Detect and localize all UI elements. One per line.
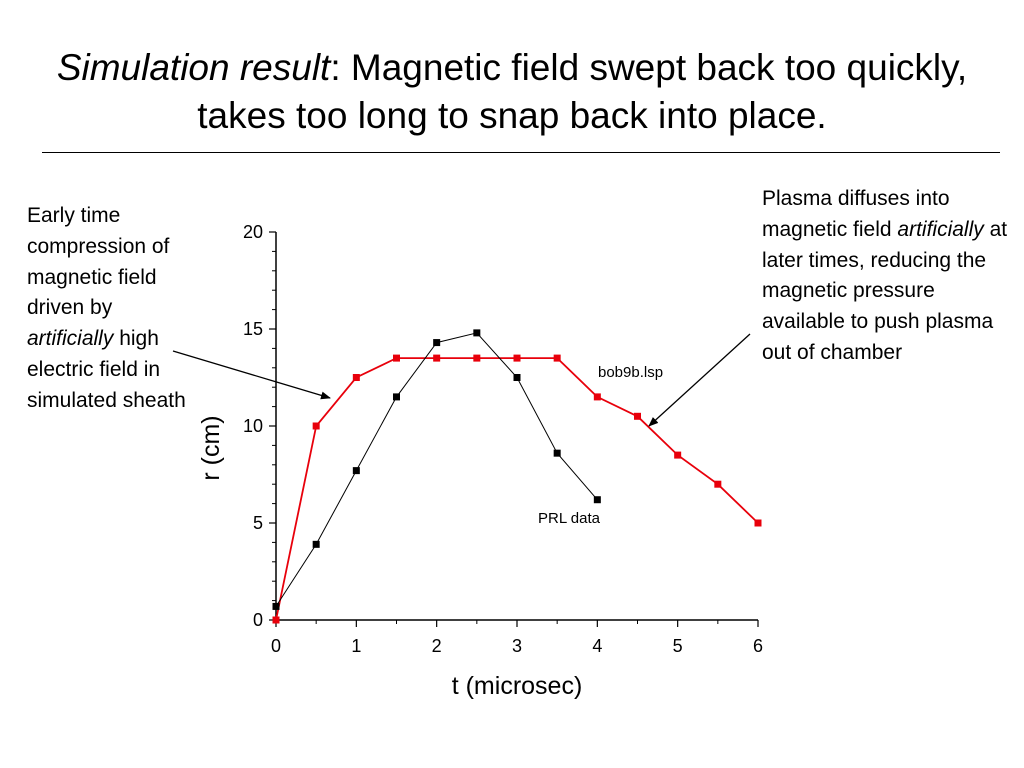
title-divider <box>42 152 1000 153</box>
data-point <box>473 354 481 362</box>
x-tick-label: 1 <box>351 636 361 656</box>
y-tick-label: 0 <box>253 610 263 630</box>
data-point <box>714 480 722 488</box>
series-label-simulation: bob9b.lsp <box>598 364 663 381</box>
y-axis-title: r (cm) <box>197 415 225 480</box>
data-point <box>553 449 561 457</box>
y-tick-label: 5 <box>253 513 263 533</box>
series-prl-data <box>272 329 601 610</box>
data-point <box>513 354 521 362</box>
data-point <box>473 329 481 337</box>
slide-title-emphasis: Simulation result <box>56 47 331 88</box>
data-point <box>513 374 521 381</box>
y-tick-label: 20 <box>243 222 263 242</box>
annotation-plasma-diffusion-emphasis: artificially <box>897 217 984 241</box>
data-point <box>754 519 762 527</box>
data-point <box>593 496 601 504</box>
chart-axes: 0 5 10 15 20 0 1 2 3 4 5 6 <box>243 222 763 656</box>
arrow-early-compression <box>172 350 331 400</box>
data-point <box>433 339 441 347</box>
data-point <box>433 354 441 362</box>
series-simulation <box>272 354 762 624</box>
x-tick-label: 6 <box>753 636 763 656</box>
y-tick-label: 10 <box>243 416 263 436</box>
series-line <box>275 332 598 607</box>
series-label-prl-data: PRL data <box>538 510 601 527</box>
data-point <box>352 467 360 475</box>
annotation-plasma-diffusion-text-2: at later times, reducing the magnetic pr… <box>762 217 1008 364</box>
annotation-arrows <box>172 333 751 427</box>
data-point <box>312 540 320 548</box>
slide-title: Simulation result: Magnetic field swept … <box>40 44 984 140</box>
x-tick-label: 2 <box>432 636 442 656</box>
data-point <box>553 354 561 362</box>
data-point <box>393 354 400 362</box>
annotation-early-compression-emphasis: artificially <box>27 327 114 351</box>
annotation-plasma-diffusion: Plasma diffuses into magnetic field arti… <box>762 184 1012 369</box>
series-line <box>275 357 759 621</box>
data-point <box>393 393 400 401</box>
arrow-plasma-diffusion <box>648 333 751 427</box>
y-tick-label: 15 <box>243 319 263 339</box>
data-point <box>674 451 682 459</box>
annotation-early-compression-text-2: high electric field in simulated sheath <box>27 327 186 412</box>
data-point <box>272 616 280 624</box>
x-tick-label: 4 <box>592 636 602 656</box>
x-tick-label: 3 <box>512 636 522 656</box>
data-point <box>312 422 320 430</box>
x-tick-label: 0 <box>271 636 281 656</box>
data-point <box>272 602 280 610</box>
annotation-plasma-diffusion-text-1: Plasma diffuses into magnetic field <box>762 187 950 241</box>
data-point <box>634 412 641 420</box>
data-point <box>593 393 601 401</box>
annotation-early-compression-text-1: Early time compression of magnetic field… <box>27 204 170 320</box>
data-point <box>352 374 360 381</box>
chart-labels: t (microsec) r (cm) bob9b.lsp PRL data <box>197 364 663 700</box>
x-axis-title: t (microsec) <box>452 672 583 700</box>
chart-series <box>272 329 762 624</box>
x-tick-label: 5 <box>673 636 683 656</box>
annotation-early-compression: Early time compression of magnetic field… <box>27 201 187 417</box>
slide-title-rest: : Magnetic field swept back too quickly,… <box>197 47 968 136</box>
